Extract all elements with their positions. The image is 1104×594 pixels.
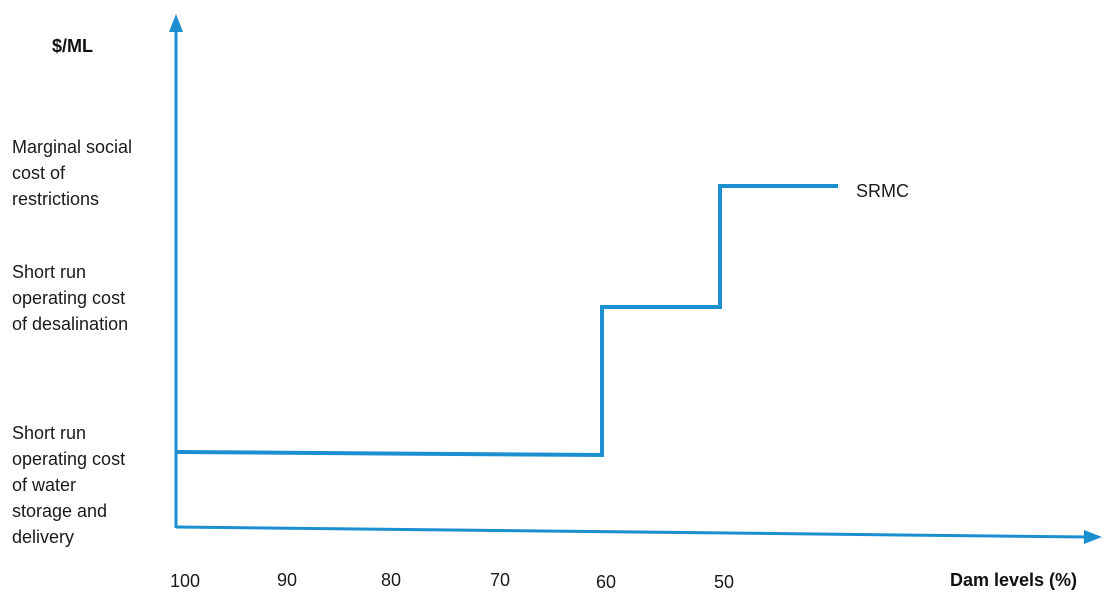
y-axis-arrow <box>169 14 183 32</box>
y-level-line: Short run <box>12 262 87 282</box>
y-level-line: delivery <box>12 527 75 547</box>
y-level-line: operating cost <box>12 449 126 469</box>
x-tick-label: 70 <box>490 570 511 590</box>
y-level-line: storage and <box>12 501 108 521</box>
x-axis <box>175 525 1089 539</box>
y-level-line: Short run <box>12 423 87 443</box>
y-level-line: restrictions <box>12 189 100 209</box>
y-level-label-desalination: Short run operating cost of desalination <box>12 259 128 337</box>
x-axis-title: Dam levels (%) <box>950 570 1078 590</box>
y-axis-title: $/ML <box>52 36 94 56</box>
x-tick-label: 90 <box>277 570 298 590</box>
y-level-line: Marginal social <box>12 137 133 157</box>
x-axis-arrow <box>1084 530 1102 544</box>
y-level-line: operating cost <box>12 288 126 308</box>
y-level-line: cost of <box>12 163 66 183</box>
x-tick-label: 50 <box>714 572 735 592</box>
y-level-label-storage: Short run operating cost of water storag… <box>12 420 125 550</box>
x-tick-label: 100 <box>170 571 201 591</box>
x-tick-label: 60 <box>596 572 617 592</box>
y-level-line: of desalination <box>12 314 129 334</box>
x-tick-label: 80 <box>381 570 402 590</box>
y-level-line: of water <box>12 475 77 495</box>
srmc-series-line <box>175 184 838 458</box>
series-label-srmc: SRMC <box>856 181 909 201</box>
y-level-label-restrictions: Marginal social cost of restrictions <box>12 134 132 212</box>
